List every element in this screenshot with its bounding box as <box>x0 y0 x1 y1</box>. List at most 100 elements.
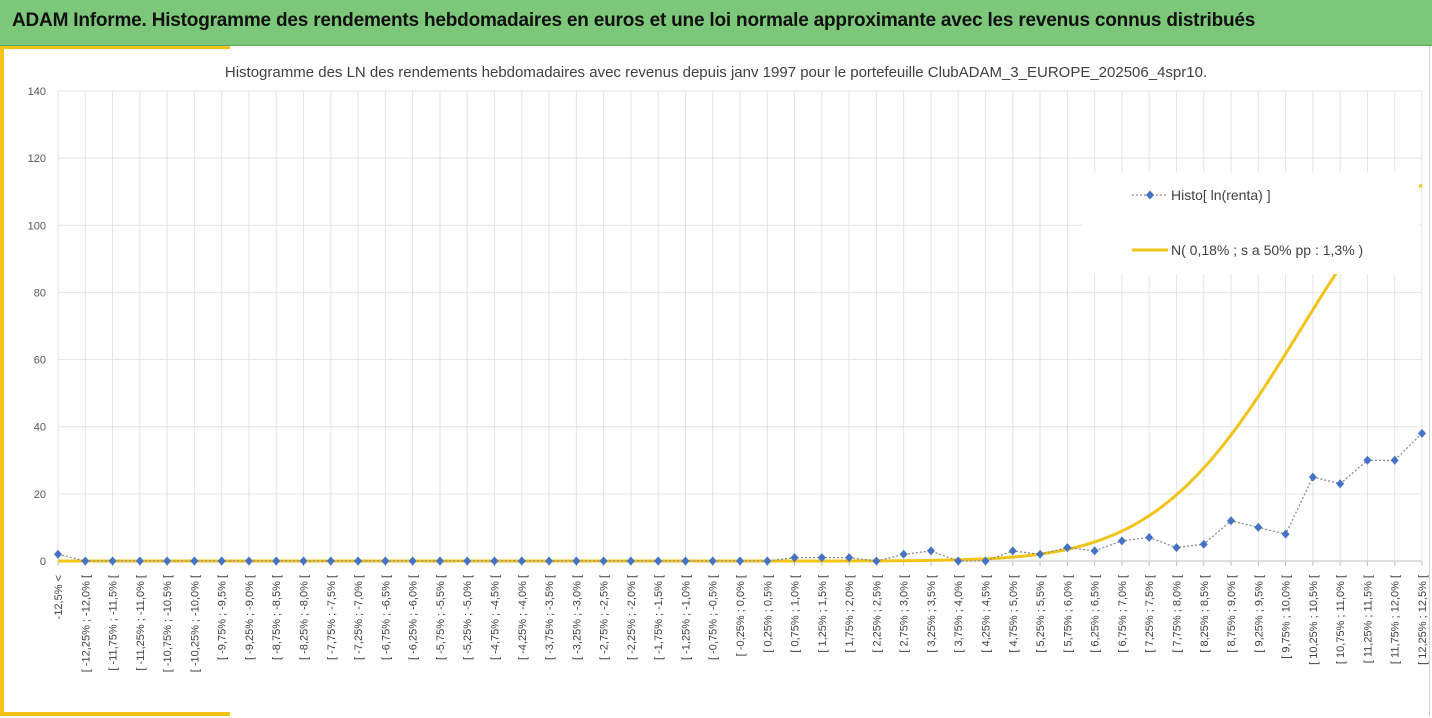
x-tick-label: [ 5,75% ; 6,0% [ <box>1062 575 1074 653</box>
accent-bar-top <box>0 46 230 49</box>
histogram-point <box>1390 455 1399 465</box>
histogram-point <box>1336 479 1345 489</box>
x-tick-label: [ -5,25% ; -5,0% [ <box>462 575 474 660</box>
x-tick-label: -12,5% < <box>53 575 65 619</box>
histogram-point <box>517 556 526 566</box>
histogram-point <box>217 556 226 566</box>
x-tick-label: [ 6,75% ; 7,0% [ <box>1117 575 1129 653</box>
histogram-point <box>490 556 499 566</box>
histogram-point <box>545 556 554 566</box>
histogram-point <box>1418 428 1426 438</box>
histogram-point <box>272 556 281 566</box>
histogram-point <box>1036 549 1045 559</box>
x-tick-label: [ -0,25% ; 0,0% [ <box>735 575 747 656</box>
x-tick-label: [ -1,25% ; -1,0% [ <box>680 575 692 660</box>
histogram-point <box>981 556 990 566</box>
x-tick-label: [ -6,25% ; -6,0% [ <box>408 575 420 660</box>
histogram-point <box>1008 546 1017 556</box>
y-tick-label: 40 <box>34 422 46 434</box>
y-tick-label: 100 <box>28 220 46 232</box>
x-tick-label: [ 3,75% ; 4,0% [ <box>953 575 965 653</box>
x-tick-label: [ -4,75% ; -4,5% [ <box>489 575 501 660</box>
histogram-point <box>654 556 663 566</box>
x-tick-label: [ 2,75% ; 3,0% [ <box>899 575 911 653</box>
accent-bar-left <box>0 46 4 716</box>
histogram-point <box>926 546 935 556</box>
x-tick-label: [ -9,25% ; -9,0% [ <box>244 575 256 660</box>
histogram-point <box>1145 533 1154 542</box>
x-tick-label: [ -5,75% ; -5,5% [ <box>435 575 447 660</box>
histogram-point <box>845 553 854 563</box>
histogram-point <box>1254 522 1263 532</box>
x-tick-label: [ 7,25% ; 7,5% [ <box>1144 575 1156 653</box>
x-tick-label: [ -3,25% ; -3,0% [ <box>571 575 583 660</box>
chart-title: Histogramme des LN des rendements hebdom… <box>224 64 1208 81</box>
histogram-point <box>1281 529 1290 539</box>
histogram-point <box>872 556 881 566</box>
histogram-point <box>408 556 417 566</box>
histogram-point <box>599 556 608 566</box>
x-tick-label: [ 8,25% ; 8,5% [ <box>1199 575 1211 653</box>
report-title: ADAM Informe. Histogramme des rendements… <box>12 10 1256 31</box>
legend-label-normal: N( 0,18% ; s a 50% pp : 1,3% ) <box>1171 242 1363 258</box>
legend-box <box>1083 172 1419 274</box>
x-tick-label: [ -2,75% ; -2,5% [ <box>599 575 611 660</box>
histogram-point <box>381 556 390 566</box>
x-tick-label: [ 11,25% ; 11,5% [ <box>1362 575 1374 663</box>
histogram-point <box>790 553 799 563</box>
x-tick-label: [ 6,25% ; 6,5% [ <box>1090 575 1102 653</box>
x-tick-label: [ -10,25% ; -10,0% [ <box>189 575 201 672</box>
histogram-point <box>763 556 772 566</box>
histogram-point <box>1117 536 1126 546</box>
x-tick-label: [ 7,75% ; 8,0% [ <box>1171 575 1183 653</box>
histogram-point <box>708 556 717 566</box>
histogram-point <box>1090 546 1099 556</box>
accent-bar-bottom <box>0 712 230 716</box>
histogram-point <box>899 549 908 559</box>
x-tick-label: [ -7,75% ; -7,5% [ <box>326 575 338 660</box>
histogram-point <box>299 556 308 566</box>
x-tick-label: [ -3,75% ; -3,5% [ <box>544 575 556 660</box>
x-tick-label: [ 0,25% ; 0,5% [ <box>762 575 774 653</box>
histogram-point <box>190 556 199 566</box>
x-tick-label: [ -0,75% ; -0,5% [ <box>708 575 720 660</box>
x-tick-label: [ 9,25% ; 9,5% [ <box>1253 575 1265 653</box>
x-tick-label: [ -11,75% ; -11,5% [ <box>108 575 120 671</box>
x-tick-label: [ 8,75% ; 9,0% [ <box>1226 575 1238 653</box>
x-tick-label: [ -1,75% ; -1,5% [ <box>653 575 665 660</box>
x-tick-label: [ -8,25% ; -8,0% [ <box>299 575 311 660</box>
histogram-point <box>81 556 90 566</box>
x-tick-label: [ 10,75% ; 11,0% [ <box>1335 575 1347 664</box>
y-tick-label: 140 <box>28 86 46 98</box>
frame-border-right <box>1429 46 1430 716</box>
x-tick-label: [ -12,25% ; -12,0% [ <box>80 575 92 672</box>
x-tick-label: [ -8,75% ; -8,5% [ <box>271 575 283 660</box>
histogram-line <box>57 432 1423 562</box>
y-tick-label: 0 <box>40 556 46 568</box>
x-tick-label: [ -2,25% ; -2,0% [ <box>626 575 638 660</box>
y-tick-label: 80 <box>34 287 46 299</box>
histogram-point <box>463 556 472 566</box>
x-tick-label: [ 1,25% ; 1,5% [ <box>817 575 829 653</box>
histogram-point <box>626 556 635 566</box>
report-header: ADAM Informe. Histogramme des rendements… <box>0 0 1432 46</box>
x-tick-label: [ 1,75% ; 2,0% [ <box>844 575 856 653</box>
histogram-point <box>1063 543 1072 553</box>
y-tick-label: 60 <box>34 355 46 367</box>
x-tick-label: [ -11,25% ; -11,0% [ <box>135 575 147 671</box>
histogram-point <box>1199 539 1208 549</box>
x-tick-label: [ -6,75% ; -6,5% [ <box>380 575 392 660</box>
legend-label-histogram: Histo[ ln(renta) ] <box>1171 187 1271 203</box>
histogram-point <box>108 556 117 566</box>
x-tick-label: [ 4,25% ; 4,5% [ <box>981 575 993 653</box>
x-tick-label: [ 12,25% ; 12,5% [ <box>1417 575 1429 665</box>
histogram-point <box>1308 472 1317 482</box>
x-tick-label: [ -10,75% ; -10,5% [ <box>162 575 174 672</box>
x-tick-label: [ 11,75% ; 12,0% [ <box>1390 575 1402 664</box>
x-tick-label: [ -9,75% ; -9,5% [ <box>217 575 229 660</box>
x-tick-label: [ 3,25% ; 3,5% [ <box>926 575 938 653</box>
histogram-point <box>1363 455 1372 465</box>
histogram-point <box>736 556 744 566</box>
histogram-point <box>435 556 444 566</box>
